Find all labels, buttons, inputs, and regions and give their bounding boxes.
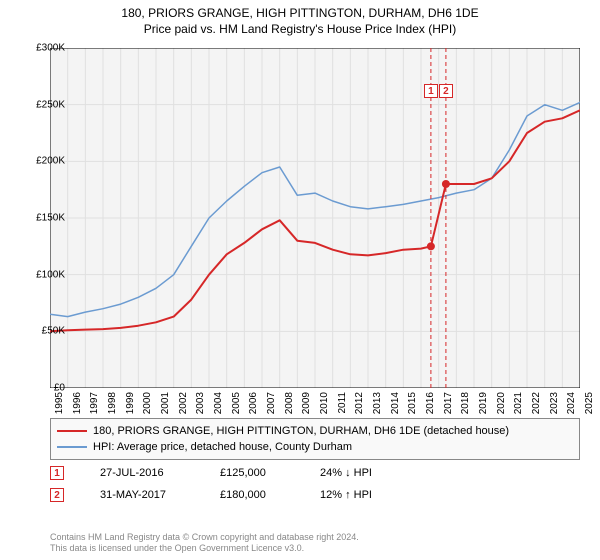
x-tick-label: 2013 [372,392,383,414]
chart-title-line1: 180, PRIORS GRANGE, HIGH PITTINGTON, DUR… [0,6,600,20]
x-tick-label: 2020 [496,392,507,414]
x-tick-label: 2003 [195,392,206,414]
x-tick-label: 1997 [89,392,100,414]
x-tick-label: 2004 [213,392,224,414]
x-tick-label: 2018 [460,392,471,414]
y-tick-label: £250K [21,99,65,110]
legend-swatch [57,430,87,432]
legend-swatch [57,446,87,448]
y-tick-label: £50K [21,326,65,337]
legend: 180, PRIORS GRANGE, HIGH PITTINGTON, DUR… [50,418,580,460]
transaction-marker: 2 [50,488,64,502]
y-tick-label: £200K [21,156,65,167]
x-tick-label: 2019 [478,392,489,414]
chart-title-line2: Price paid vs. HM Land Registry's House … [0,22,600,36]
transaction-price: £125,000 [220,467,320,479]
x-tick-label: 2016 [425,392,436,414]
x-tick-label: 2001 [160,392,171,414]
y-tick-label: £300K [21,43,65,54]
legend-item: 180, PRIORS GRANGE, HIGH PITTINGTON, DUR… [57,423,573,439]
footer-attribution: Contains HM Land Registry data © Crown c… [50,532,580,555]
footer-line2: This data is licensed under the Open Gov… [50,543,580,554]
x-tick-label: 1995 [54,392,65,414]
chart-marker-2: 2 [439,84,453,98]
footer-line1: Contains HM Land Registry data © Crown c… [50,532,580,543]
x-tick-label: 2017 [443,392,454,414]
x-tick-label: 2002 [178,392,189,414]
x-tick-label: 2022 [531,392,542,414]
x-tick-label: 2021 [513,392,524,414]
chart-area [50,48,580,388]
y-tick-label: £100K [21,269,65,280]
transaction-row: 1 27-JUL-2016£125,00024% ↓ HPI [50,462,580,484]
legend-label: HPI: Average price, detached house, Coun… [93,441,352,453]
x-tick-label: 1999 [125,392,136,414]
x-tick-label: 1998 [107,392,118,414]
x-tick-label: 2006 [248,392,259,414]
chart-marker-1: 1 [424,84,438,98]
x-tick-label: 2010 [319,392,330,414]
x-tick-label: 2012 [354,392,365,414]
transaction-row: 2 31-MAY-2017£180,00012% ↑ HPI [50,484,580,506]
transactions-table: 1 27-JUL-2016£125,00024% ↓ HPI 2 31-MAY-201… [50,462,580,506]
transaction-date: 31-MAY-2017 [100,489,220,501]
x-tick-label: 2005 [231,392,242,414]
line-chart [50,48,580,388]
x-tick-label: 2025 [584,392,595,414]
legend-label: 180, PRIORS GRANGE, HIGH PITTINGTON, DUR… [93,425,509,437]
x-tick-label: 2015 [407,392,418,414]
y-tick-label: £150K [21,213,65,224]
x-tick-label: 2011 [337,392,348,414]
x-tick-label: 2007 [266,392,277,414]
x-tick-label: 2024 [566,392,577,414]
x-tick-label: 2009 [301,392,312,414]
x-tick-label: 1996 [72,392,83,414]
transaction-date: 27-JUL-2016 [100,467,220,479]
transaction-marker: 1 [50,466,64,480]
legend-item: HPI: Average price, detached house, Coun… [57,439,573,455]
x-tick-label: 2000 [142,392,153,414]
transaction-delta: 12% ↑ HPI [320,489,470,501]
x-tick-label: 2008 [284,392,295,414]
transaction-price: £180,000 [220,489,320,501]
x-tick-label: 2023 [549,392,560,414]
transaction-delta: 24% ↓ HPI [320,467,470,479]
x-tick-label: 2014 [390,392,401,414]
